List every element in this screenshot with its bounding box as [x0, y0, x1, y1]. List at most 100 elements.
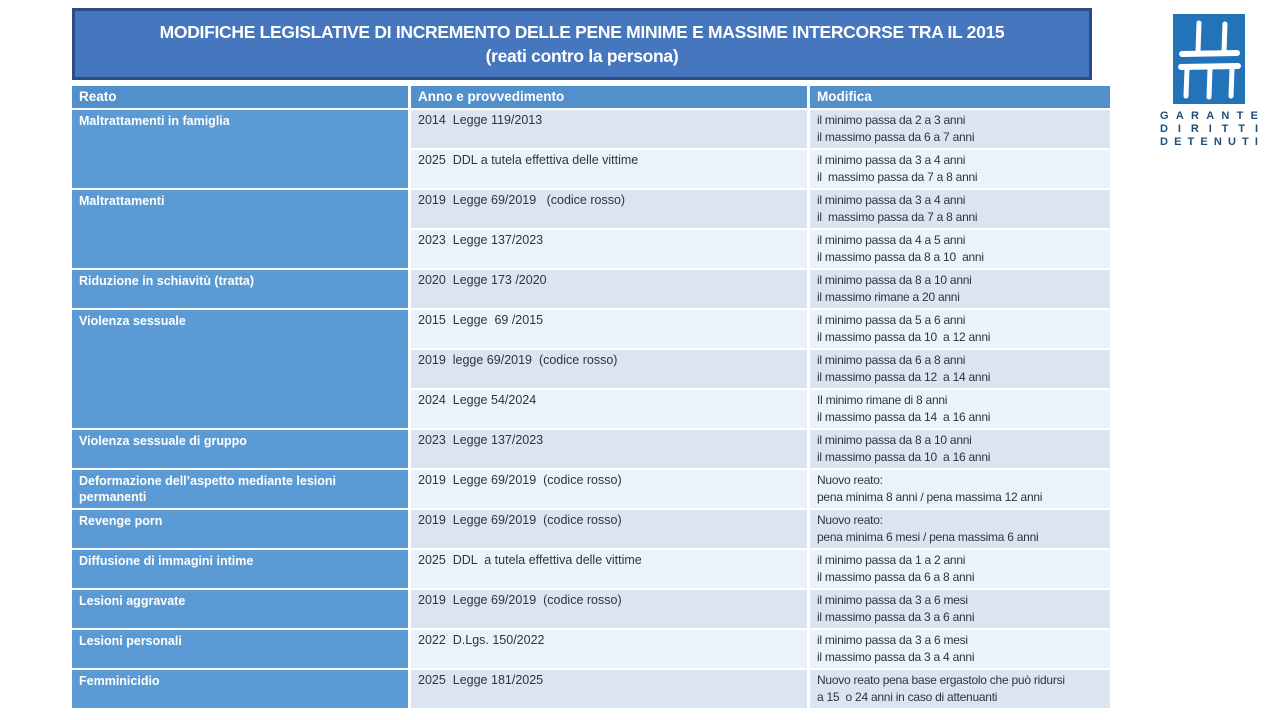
modifica-cell: il minimo passa da 3 a 6 mesi il massimo … — [810, 630, 1110, 668]
table-row: 2020 Legge 173 /2020 il minimo passa da 8… — [411, 270, 1110, 308]
reato-cell: Maltrattamenti — [72, 190, 408, 268]
reato-cell: Lesioni personali — [72, 630, 408, 668]
modifica-line: il minimo passa da 8 a 10 anni — [817, 433, 972, 447]
modifica-line: il massimo passa da 7 a 8 anni — [817, 210, 978, 224]
table-row: 2022 D.Lgs. 150/2022 il minimo passa da 3… — [411, 630, 1110, 668]
modifica-line: il massimo passa da 7 a 8 anni — [817, 170, 978, 184]
table-row-group: Riduzione in schiavitù (tratta) 2020 Legg… — [72, 270, 1110, 308]
table-row-group: Lesioni personali 2022 D.Lgs. 150/2022 il … — [72, 630, 1110, 668]
table-row: 2025 DDL a tutela effettiva delle vittim… — [411, 550, 1110, 588]
anno-provvedimento-cell: 2019 Legge 69/2019 (codice rosso) — [411, 190, 807, 228]
group-bands: 2019 Legge 69/2019 (codice rosso) Nuovo r… — [411, 510, 1110, 548]
group-bands: 2023 Legge 137/2023 il minimo passa da 8 … — [411, 430, 1110, 468]
modifica-line: Il minimo rimane di 8 anni — [817, 393, 948, 407]
modifica-line: il massimo passa da 8 a 10 anni — [817, 250, 984, 264]
modifica-line: il massimo passa da 10 a 12 anni — [817, 330, 991, 344]
group-bands: 2020 Legge 173 /2020 il minimo passa da 8… — [411, 270, 1110, 308]
modifica-line: il massimo rimane a 20 anni — [817, 290, 960, 304]
table-row-group: Diffusione di immagini intime 2025 DDL a … — [72, 550, 1110, 588]
group-bands: 2019 Legge 69/2019 (codice rosso) Nuovo r… — [411, 470, 1110, 508]
modifica-cell: Nuovo reato: pena minima 8 anni / pena ma… — [810, 470, 1110, 508]
table-row-group: Violenza sessuale 2015 Legge 69 /2015 il m… — [72, 310, 1110, 428]
table-row: 2024 Legge 54/2024 Il minimo rimane di 8 … — [411, 390, 1110, 428]
reato-cell: Maltrattamenti in famiglia — [72, 110, 408, 188]
anno-provvedimento-cell: 2015 Legge 69 /2015 — [411, 310, 807, 348]
table-row: 2025 DDL a tutela effettiva delle vittim… — [411, 150, 1110, 188]
group-bands: 2025 Legge 181/2025 Nuovo reato pena base… — [411, 670, 1110, 708]
table-row: 2019 Legge 69/2019 (codice rosso) il mini… — [411, 590, 1110, 628]
modifica-line: il minimo passa da 1 a 2 anni — [817, 553, 966, 567]
table-row: 2023 Legge 137/2023 il minimo passa da 8 … — [411, 430, 1110, 468]
table-row: 2019 Legge 69/2019 (codice rosso) Nuovo r… — [411, 510, 1110, 548]
modifica-cell: Il minimo rimane di 8 anni il massimo pas… — [810, 390, 1110, 428]
anno-provvedimento-cell: 2023 Legge 137/2023 — [411, 430, 807, 468]
modifica-cell: Nuovo reato: pena minima 6 mesi / pena ma… — [810, 510, 1110, 548]
header-reato: Reato — [72, 86, 408, 108]
anno-provvedimento-cell: 2019 Legge 69/2019 (codice rosso) — [411, 510, 807, 548]
anno-provvedimento-cell: 2025 DDL a tutela effettiva delle vittim… — [411, 550, 807, 588]
group-bands: 2015 Legge 69 /2015 il minimo passa da 5 … — [411, 310, 1110, 428]
modifica-cell: il minimo passa da 4 a 5 anni il massimo … — [810, 230, 1110, 268]
table-row-group: Deformazione dell’aspetto mediante lesio… — [72, 470, 1110, 508]
modifica-cell: il minimo passa da 5 a 6 anni il massimo … — [810, 310, 1110, 348]
modifica-cell: il minimo passa da 3 a 6 mesi il massimo … — [810, 590, 1110, 628]
anno-provvedimento-cell: 2024 Legge 54/2024 — [411, 390, 807, 428]
modifica-line: Nuovo reato pena base ergastolo che può … — [817, 673, 1065, 687]
group-bands: 2025 DDL a tutela effettiva delle vittim… — [411, 550, 1110, 588]
modifica-cell: il minimo passa da 3 a 4 anni il massimo … — [810, 150, 1110, 188]
legislation-table: Reato Anno e provvedimento Modifica Malt… — [72, 86, 1110, 710]
modifica-line: il massimo passa da 6 a 8 anni — [817, 570, 975, 584]
anno-provvedimento-cell: 2025 Legge 181/2025 — [411, 670, 807, 708]
modifica-cell: il minimo passa da 8 a 10 anni il massimo… — [810, 430, 1110, 468]
group-bands: 2019 Legge 69/2019 (codice rosso) il mini… — [411, 190, 1110, 268]
table-row: 2019 Legge 69/2019 (codice rosso) Nuovo r… — [411, 470, 1110, 508]
modifica-line: il minimo passa da 2 a 3 anni — [817, 113, 966, 127]
table-row: 2023 Legge 137/2023 il minimo passa da 4 … — [411, 230, 1110, 268]
anno-provvedimento-cell: 2022 D.Lgs. 150/2022 — [411, 630, 807, 668]
prison-bars-icon — [1173, 14, 1245, 104]
table-row: 2014 Legge 119/2013 il minimo passa da 2 … — [411, 110, 1110, 148]
modifica-line: il massimo passa da 10 a 16 anni — [817, 450, 991, 464]
header-anno-provvedimento: Anno e provvedimento — [411, 86, 807, 108]
reato-cell: Diffusione di immagini intime — [72, 550, 408, 588]
reato-cell: Violenza sessuale — [72, 310, 408, 428]
anno-provvedimento-cell: 2025 DDL a tutela effettiva delle vittim… — [411, 150, 807, 188]
table-row-group: Maltrattamenti in famiglia 2014 Legge 119… — [72, 110, 1110, 188]
modifica-line: il massimo passa da 3 a 4 anni — [817, 650, 975, 664]
modifica-line: il minimo passa da 3 a 4 anni — [817, 153, 966, 167]
modifica-line: il massimo passa da 6 a 7 anni — [817, 130, 975, 144]
title-banner: MODIFICHE LEGISLATIVE DI INCREMENTO DELL… — [72, 8, 1092, 80]
modifica-line: il minimo passa da 4 a 5 anni — [817, 233, 966, 247]
reato-cell: Violenza sessuale di gruppo — [72, 430, 408, 468]
modifica-cell: Nuovo reato pena base ergastolo che può … — [810, 670, 1110, 708]
modifica-line: il massimo passa da 12 a 14 anni — [817, 370, 991, 384]
modifica-line: il minimo passa da 3 a 6 mesi — [817, 633, 968, 647]
title-line-2: (reati contro la persona) — [485, 46, 679, 66]
reato-cell: Lesioni aggravate — [72, 590, 408, 628]
table-row: 2019 legge 69/2019 (codice rosso) il mini… — [411, 350, 1110, 388]
table-row-group: Maltrattamenti 2019 Legge 69/2019 (codice… — [72, 190, 1110, 268]
modifica-line: il minimo passa da 6 a 8 anni — [817, 353, 966, 367]
reato-cell: Femminicidio — [72, 670, 408, 708]
modifica-line: il massimo passa da 14 a 16 anni — [817, 410, 991, 424]
reato-cell: Deformazione dell’aspetto mediante lesio… — [72, 470, 408, 508]
anno-provvedimento-cell: 2014 Legge 119/2013 — [411, 110, 807, 148]
group-bands: 2022 D.Lgs. 150/2022 il minimo passa da 3… — [411, 630, 1110, 668]
table-row: 2019 Legge 69/2019 (codice rosso) il mini… — [411, 190, 1110, 228]
modifica-line: pena minima 8 anni / pena massima 12 ann… — [817, 490, 1043, 504]
modifica-cell: il minimo passa da 1 a 2 anni il massimo … — [810, 550, 1110, 588]
group-bands: 2014 Legge 119/2013 il minimo passa da 2 … — [411, 110, 1110, 188]
modifica-line: il massimo passa da 3 a 6 anni — [817, 610, 975, 624]
title-line-1: MODIFICHE LEGISLATIVE DI INCREMENTO DELL… — [159, 22, 1005, 42]
table-header-row: Reato Anno e provvedimento Modifica — [72, 86, 1110, 108]
reato-cell: Revenge porn — [72, 510, 408, 548]
table-row-group: Revenge porn 2019 Legge 69/2019 (codice r… — [72, 510, 1110, 548]
modifica-line: il minimo passa da 3 a 6 mesi — [817, 593, 968, 607]
modifica-cell: il minimo passa da 3 a 4 anni il massimo … — [810, 190, 1110, 228]
table-row-group: Lesioni aggravate 2019 Legge 69/2019 (cod… — [72, 590, 1110, 628]
modifica-cell: il minimo passa da 2 a 3 anni il massimo … — [810, 110, 1110, 148]
anno-provvedimento-cell: 2023 Legge 137/2023 — [411, 230, 807, 268]
